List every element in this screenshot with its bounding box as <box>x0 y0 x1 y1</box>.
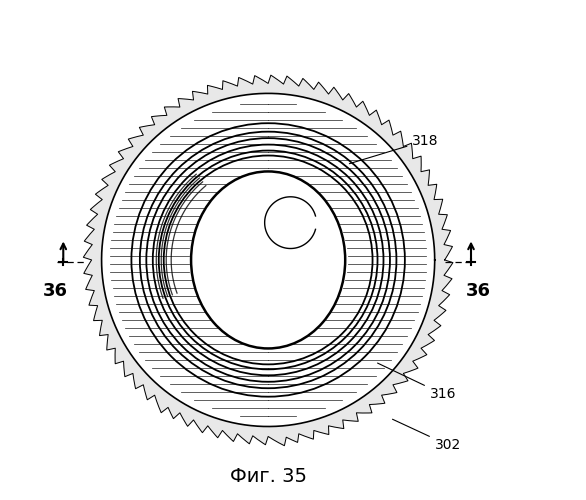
Polygon shape <box>83 75 453 446</box>
Text: Фиг. 35: Фиг. 35 <box>230 467 306 486</box>
Text: 316: 316 <box>377 363 456 401</box>
Ellipse shape <box>191 172 345 348</box>
Text: 36: 36 <box>43 282 68 300</box>
Text: 302: 302 <box>393 419 461 452</box>
Text: 36: 36 <box>465 282 490 300</box>
Text: 318: 318 <box>349 134 439 164</box>
Polygon shape <box>101 94 435 426</box>
